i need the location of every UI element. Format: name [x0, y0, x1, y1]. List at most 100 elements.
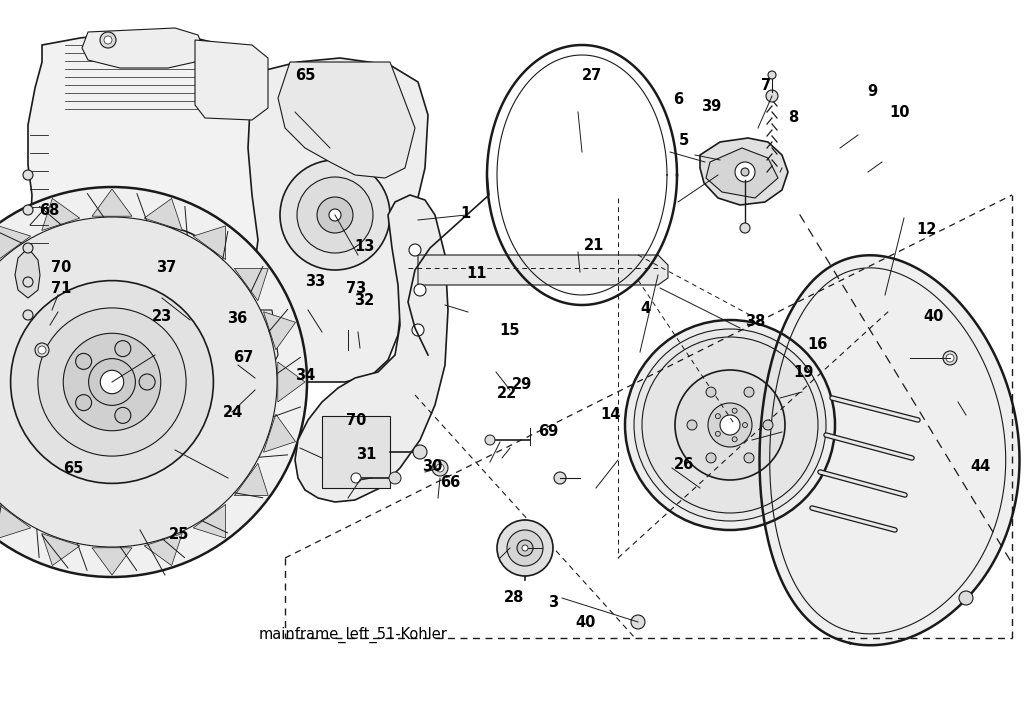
Circle shape	[735, 162, 755, 182]
Circle shape	[76, 395, 91, 411]
Polygon shape	[0, 226, 31, 259]
Circle shape	[943, 351, 957, 365]
Text: 11: 11	[466, 266, 486, 281]
Circle shape	[522, 545, 528, 551]
Circle shape	[389, 472, 401, 484]
Polygon shape	[248, 58, 428, 382]
Circle shape	[763, 420, 773, 430]
Circle shape	[104, 36, 112, 44]
Text: 39: 39	[701, 99, 722, 114]
Circle shape	[152, 285, 172, 305]
Text: 31: 31	[356, 447, 377, 462]
Circle shape	[720, 415, 740, 435]
Text: 5: 5	[679, 132, 689, 148]
Circle shape	[412, 324, 424, 336]
Text: 66: 66	[440, 475, 461, 490]
Circle shape	[436, 464, 444, 472]
Text: 36: 36	[227, 311, 248, 327]
Text: 7: 7	[761, 78, 771, 93]
Text: 40: 40	[575, 615, 596, 630]
Circle shape	[100, 370, 124, 394]
Polygon shape	[234, 463, 268, 496]
Circle shape	[89, 359, 135, 405]
Circle shape	[554, 472, 566, 484]
Polygon shape	[92, 547, 132, 575]
Circle shape	[432, 460, 449, 476]
Circle shape	[959, 591, 973, 605]
Circle shape	[716, 414, 720, 418]
Circle shape	[10, 280, 213, 484]
Text: 14: 14	[600, 407, 621, 423]
Circle shape	[631, 615, 645, 629]
Polygon shape	[195, 40, 268, 120]
Circle shape	[115, 407, 131, 423]
Text: 29: 29	[512, 376, 532, 392]
Text: 10: 10	[889, 104, 909, 120]
Polygon shape	[278, 362, 305, 402]
Circle shape	[946, 354, 954, 362]
Text: 27: 27	[582, 68, 602, 83]
Circle shape	[63, 333, 161, 430]
Circle shape	[0, 187, 307, 577]
Circle shape	[744, 453, 754, 463]
Circle shape	[742, 423, 748, 428]
Circle shape	[139, 374, 155, 390]
Text: 23: 23	[152, 309, 172, 325]
Text: 3: 3	[548, 595, 558, 611]
Circle shape	[297, 177, 373, 253]
Circle shape	[23, 243, 33, 253]
Circle shape	[497, 520, 553, 576]
Text: 70: 70	[346, 413, 367, 428]
Text: 8: 8	[788, 110, 799, 125]
Text: 69: 69	[538, 423, 558, 439]
Text: 40: 40	[924, 309, 944, 325]
Polygon shape	[15, 248, 40, 298]
Circle shape	[134, 267, 190, 323]
Text: 19: 19	[794, 365, 814, 381]
Polygon shape	[42, 310, 278, 382]
Text: 73: 73	[346, 281, 367, 297]
Text: 13: 13	[354, 239, 375, 254]
Circle shape	[100, 32, 116, 48]
Text: 30: 30	[422, 458, 442, 474]
Text: 24: 24	[223, 404, 244, 420]
Circle shape	[740, 223, 750, 233]
Circle shape	[351, 473, 361, 483]
Circle shape	[329, 209, 341, 221]
Circle shape	[675, 370, 785, 480]
Text: 33: 33	[305, 274, 326, 290]
Text: 44: 44	[971, 458, 991, 474]
Text: 37: 37	[156, 260, 176, 275]
Polygon shape	[144, 198, 182, 231]
Circle shape	[706, 387, 716, 397]
Circle shape	[766, 90, 778, 102]
Polygon shape	[295, 195, 449, 502]
Text: 4: 4	[640, 301, 650, 316]
Circle shape	[23, 310, 33, 320]
Polygon shape	[760, 255, 1020, 645]
Text: 9: 9	[867, 83, 878, 99]
Circle shape	[112, 245, 212, 345]
Circle shape	[38, 346, 46, 354]
Text: 26: 26	[674, 456, 694, 472]
Circle shape	[768, 71, 776, 79]
Circle shape	[94, 227, 230, 363]
Text: 65: 65	[295, 68, 315, 83]
Polygon shape	[144, 533, 182, 566]
Text: 71: 71	[51, 281, 72, 297]
Polygon shape	[82, 28, 205, 68]
Polygon shape	[278, 62, 415, 178]
Text: 25: 25	[169, 526, 189, 542]
Circle shape	[280, 160, 390, 270]
Text: 34: 34	[295, 367, 315, 383]
Polygon shape	[0, 505, 31, 538]
Text: 6: 6	[673, 92, 683, 107]
Circle shape	[115, 341, 131, 357]
Circle shape	[414, 284, 426, 296]
Text: 28: 28	[504, 590, 524, 605]
Circle shape	[642, 337, 818, 513]
Text: 22: 22	[497, 386, 517, 402]
Circle shape	[23, 205, 33, 215]
Circle shape	[35, 343, 49, 357]
Circle shape	[741, 168, 749, 176]
